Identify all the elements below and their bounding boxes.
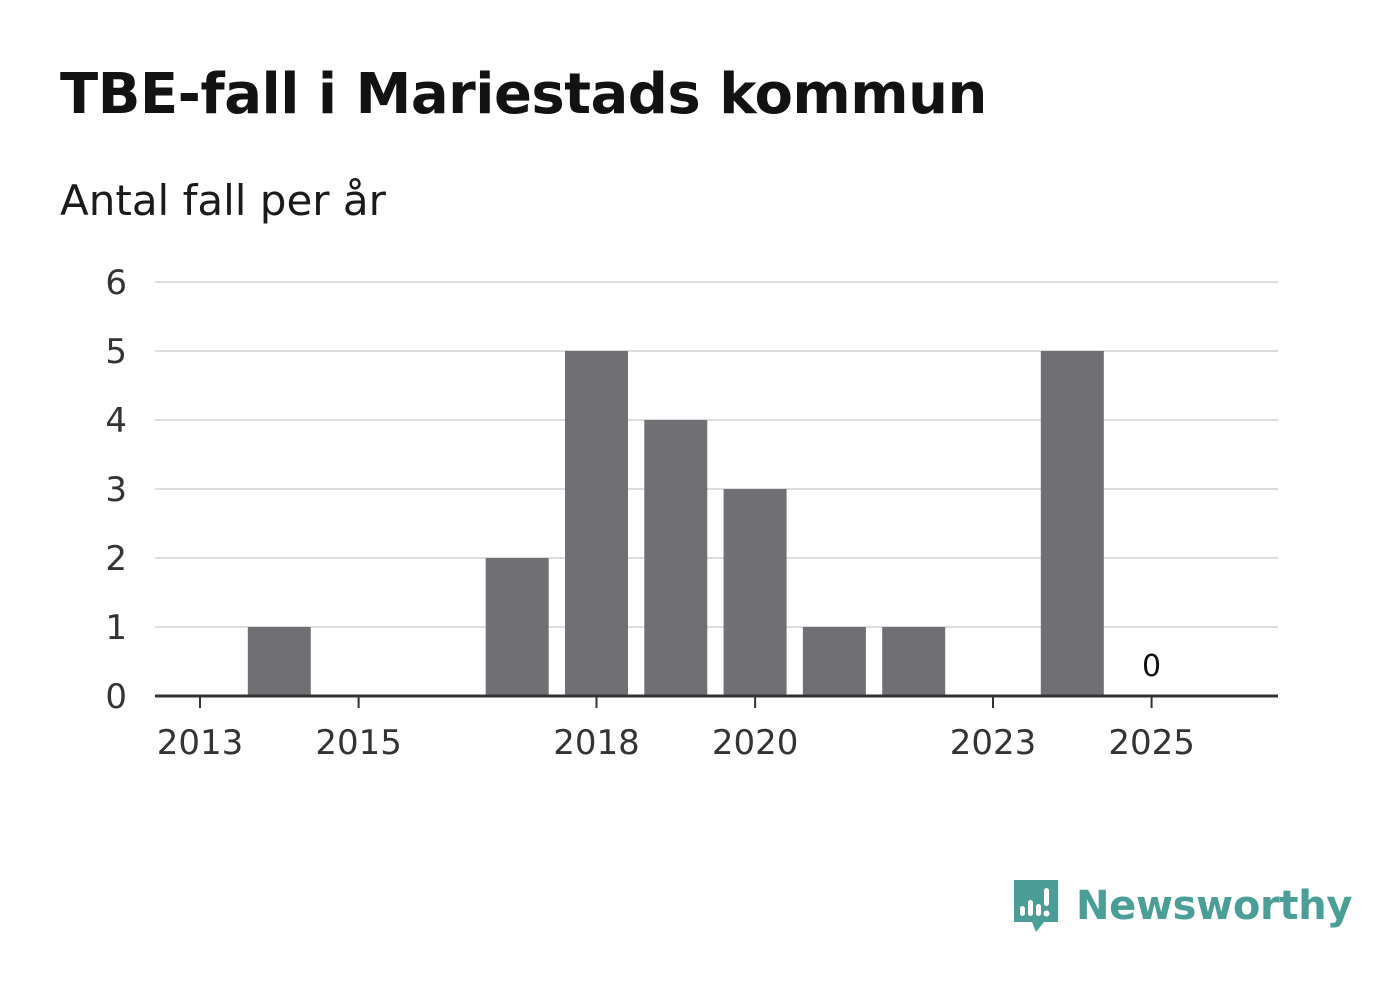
- brand-logo: Newsworthy: [1010, 876, 1353, 936]
- y-tick-label: 0: [105, 677, 127, 717]
- x-tick-label: 2020: [712, 723, 799, 763]
- chart-subtitle: Antal fall per år: [60, 176, 386, 225]
- bar-2021: [802, 627, 866, 696]
- bar-2019: [644, 420, 708, 696]
- x-tick-label: 2018: [553, 723, 640, 763]
- newsworthy-logo-icon: [1014, 880, 1058, 932]
- y-axis-tick-labels: 0 1 2 3 4 5 6: [105, 263, 127, 717]
- y-tick-label: 1: [105, 608, 127, 648]
- y-tick-label: 3: [105, 470, 127, 510]
- y-tick-label: 2: [105, 539, 127, 579]
- bar-2018: [565, 351, 628, 696]
- x-tick-label: 2013: [157, 723, 244, 763]
- x-tick-label: 2025: [1108, 723, 1195, 763]
- bar-2017: [485, 558, 549, 696]
- y-tick-label: 6: [105, 263, 127, 303]
- x-tick-label: 2015: [315, 723, 402, 763]
- chart-title: TBE-fall i Mariestads kommun: [60, 62, 987, 127]
- brand-name: Newsworthy: [1076, 883, 1353, 929]
- data-labels: 0: [1142, 649, 1161, 684]
- bar-2022: [882, 627, 946, 696]
- data-label-2025: 0: [1142, 649, 1161, 684]
- y-tick-label: 4: [105, 401, 127, 441]
- bar-2014: [247, 627, 311, 696]
- bar-2024: [1040, 351, 1104, 696]
- gridlines: [155, 281, 1278, 628]
- y-tick-label: 5: [105, 332, 127, 372]
- x-axis-ticks: 2013 2015 2018 2020 2023 2025: [157, 696, 1195, 763]
- x-tick-label: 2023: [950, 723, 1037, 763]
- bar-2020: [723, 489, 787, 696]
- bars: [247, 351, 1104, 696]
